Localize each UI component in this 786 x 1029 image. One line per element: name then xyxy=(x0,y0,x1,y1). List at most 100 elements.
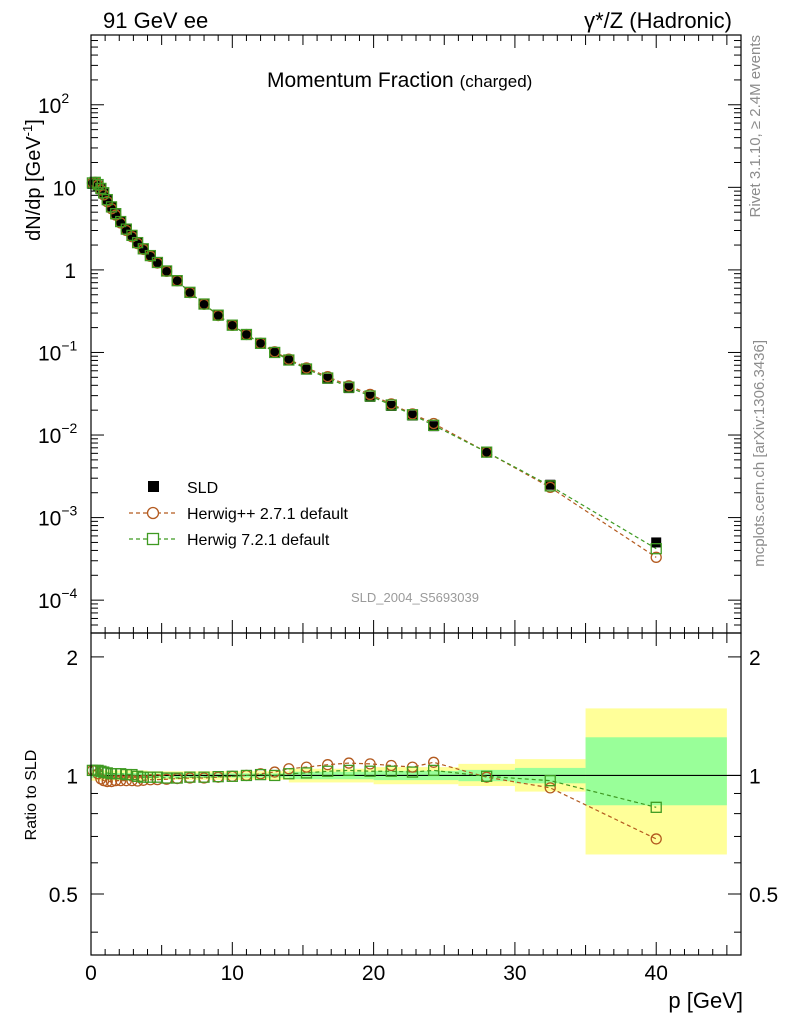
ratio-herwig7-point xyxy=(650,801,662,813)
ratio-herwig7-point xyxy=(171,772,183,784)
title-main: Momentum Fraction xyxy=(267,69,454,92)
herwig7-point xyxy=(406,409,419,421)
main-ytick-label: 10−4 xyxy=(38,585,78,613)
herwig7-point xyxy=(385,399,397,411)
herwig7-point xyxy=(115,215,127,228)
ratio-herwigpp-point xyxy=(650,833,662,845)
ratio-herwig7-point xyxy=(126,768,138,781)
ratio-axis-ticks: 0.5 0.51 12 20 10 20 30 40 xyxy=(49,633,778,985)
main-ytick-label: 10−3 xyxy=(38,503,78,531)
ratio-herwig7-point xyxy=(137,771,149,783)
herwig7-point xyxy=(144,249,156,262)
herwig7-point xyxy=(95,182,107,195)
sld-point xyxy=(343,383,354,394)
herwig7-point xyxy=(160,265,173,277)
ratio-herwig7-point xyxy=(212,771,224,783)
xtick-label: 30 xyxy=(503,962,526,985)
rivet-label: Rivet 3.1.10, ≥ 2.4M events xyxy=(747,35,764,218)
ratio-ytick-label-left: 0.5 xyxy=(49,884,78,907)
ratio-herwig7-point xyxy=(131,770,144,782)
herwig7-point xyxy=(650,543,662,555)
ratio-herwig7-point xyxy=(481,770,493,782)
ratio-herwig7-point xyxy=(300,767,313,779)
xtick-label: 0 xyxy=(85,962,97,985)
ratio-herwig7-point xyxy=(406,766,419,778)
herwig7-point xyxy=(269,346,281,359)
header-right: γ*/Z (Hadronic) xyxy=(584,8,732,33)
analysis-watermark: SLD_2004_S5693039 xyxy=(351,590,479,605)
herwig7-point xyxy=(254,337,267,349)
sld-point xyxy=(651,537,662,548)
ratio-herwig7-point xyxy=(184,771,196,783)
main-ylabel-sup: -1 xyxy=(20,125,35,137)
legend-label: Herwig 7.2.1 default xyxy=(187,532,330,549)
legend-label: SLD xyxy=(187,480,218,497)
ratio-herwigpp-point xyxy=(105,775,118,788)
herwig7-point xyxy=(120,223,132,235)
ratio-herwigpp-point xyxy=(364,758,376,770)
main-ylabel-end: ] xyxy=(23,119,45,125)
sld-point xyxy=(172,275,183,286)
xtick-label: 20 xyxy=(362,962,385,985)
legend: SLD Herwig++ 2.7.1 default Herwig 7.2.1 de… xyxy=(129,480,349,549)
herwig7-point xyxy=(101,193,113,206)
sld-point xyxy=(132,237,143,248)
main-ylabel-text: dN/dp [GeV xyxy=(23,136,45,241)
ratio-band-green xyxy=(585,737,727,806)
sld-point xyxy=(110,209,121,220)
sld-point xyxy=(255,338,266,349)
xtick-label: 40 xyxy=(645,962,668,985)
herwig7-point xyxy=(212,309,224,321)
ratio-frame xyxy=(90,632,742,956)
header-left: 91 GeV ee xyxy=(103,8,208,33)
ratio-herwig7-point xyxy=(364,765,376,777)
ratio-series xyxy=(86,756,662,845)
sld-point xyxy=(161,265,172,276)
herwig7-point xyxy=(89,176,101,188)
ratio-ytick-label-right: 1 xyxy=(749,765,761,788)
ratio-herwigpp-point xyxy=(322,759,334,771)
ratio-herwig7-point xyxy=(269,769,281,782)
main-ytick-label: 102 xyxy=(38,90,69,118)
sld-point xyxy=(481,447,492,458)
sld-point xyxy=(407,410,418,421)
ratio-herwigpp-point xyxy=(428,756,440,768)
sld-point xyxy=(184,286,195,297)
ratio-herwig7-point xyxy=(98,766,110,778)
herwig7-point xyxy=(105,201,118,213)
ratio-ylabel: Ratio to SLD xyxy=(23,750,40,841)
ratio-herwig7-point xyxy=(226,770,238,782)
ratio-herwig7-point xyxy=(144,771,156,783)
ratio-herwig7-point xyxy=(101,767,113,779)
ratio-herwig7-point xyxy=(198,771,210,783)
sld-point xyxy=(115,217,126,228)
sld-point xyxy=(283,355,294,366)
herwig7-point xyxy=(544,480,556,492)
herwig7-point xyxy=(300,363,313,375)
main-axis-ticks: 10−4 10−3 10−2 10−1 1 10 102 xyxy=(38,34,741,634)
herwig7-point xyxy=(98,187,110,199)
legend-label: Herwig++ 2.7.1 default xyxy=(187,506,349,523)
ratio-herwig7-point xyxy=(283,768,295,780)
herwig7-point xyxy=(137,243,149,255)
main-ytick-label: 10 xyxy=(53,177,76,200)
ratio-herwig7-point xyxy=(544,775,556,787)
sld-point xyxy=(301,364,312,375)
ratio-herwig7-line xyxy=(92,769,657,808)
ratio-herwig7-point xyxy=(151,771,164,783)
ratio-herwigpp-point xyxy=(343,757,355,769)
sld-point xyxy=(322,373,333,384)
herwig7-point xyxy=(151,256,164,269)
ratio-ytick-label-right: 0.5 xyxy=(749,884,778,907)
legend-marker-herwig7 xyxy=(146,532,160,546)
ratio-herwigpp-point xyxy=(544,782,556,794)
sld-point xyxy=(126,230,137,241)
ratio-herwigpp-point xyxy=(385,759,397,772)
herwig7-point xyxy=(126,229,138,242)
sld-point xyxy=(152,257,163,268)
ratio-herwig7-point xyxy=(115,768,127,780)
legend-marker-sld xyxy=(148,481,159,492)
sld-point xyxy=(102,195,113,206)
sld-point xyxy=(269,347,280,358)
